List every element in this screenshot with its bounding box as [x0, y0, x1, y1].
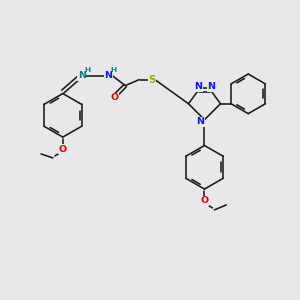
Text: H: H: [110, 67, 116, 73]
Text: N: N: [196, 117, 205, 126]
Text: N: N: [104, 71, 112, 80]
Text: S: S: [148, 75, 156, 85]
Text: O: O: [110, 93, 118, 102]
Text: O: O: [200, 196, 208, 206]
Text: N: N: [207, 82, 215, 91]
Text: N: N: [195, 82, 203, 91]
Text: O: O: [59, 145, 67, 154]
Text: N: N: [78, 71, 86, 80]
Text: H: H: [85, 67, 91, 73]
